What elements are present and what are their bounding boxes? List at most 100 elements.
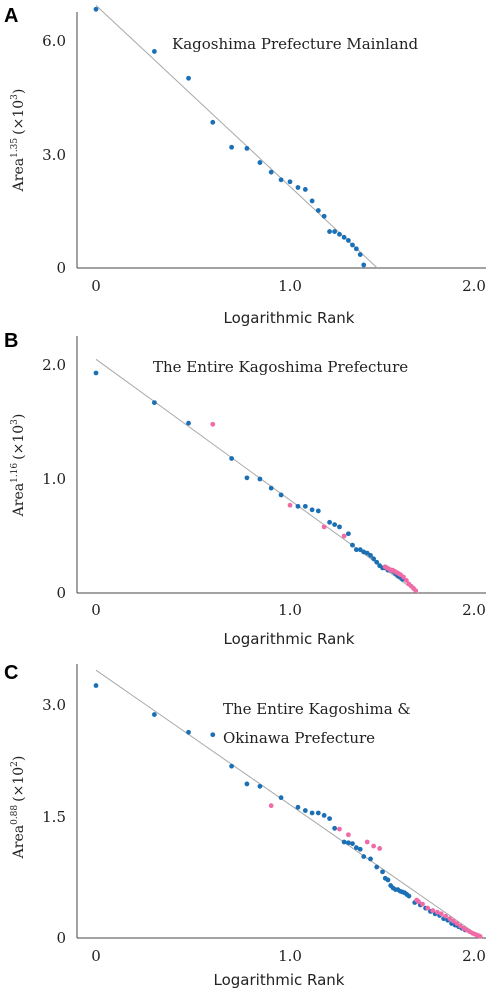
data-point — [425, 905, 431, 911]
data-point — [229, 456, 235, 461]
data-point — [353, 246, 359, 252]
data-point — [353, 845, 359, 851]
annotation-text: Kagoshima Prefecture Mainland — [172, 35, 419, 53]
data-point — [371, 556, 377, 562]
x-tick-label: 2.0 — [462, 277, 486, 295]
fit-line — [95, 358, 419, 594]
data-point — [315, 810, 321, 816]
data-point — [244, 781, 250, 787]
data-point — [302, 503, 308, 509]
data-point — [371, 843, 377, 849]
x-axis-label: Logarithmic Rank — [224, 309, 355, 327]
panel-c: C 0 1.5 3.0 0 1.0 2.0 Logarithmic Rank A… — [4, 662, 486, 989]
data-point — [374, 559, 380, 565]
data-point — [151, 712, 157, 717]
data-point — [327, 229, 332, 234]
data-point — [210, 421, 216, 427]
data-point — [364, 839, 370, 845]
data-point — [368, 552, 373, 558]
y-tick-label: 6.0 — [42, 32, 66, 50]
x-tick-label: 1.0 — [278, 277, 302, 295]
data-point — [278, 492, 284, 498]
x-tick-label: 2.0 — [462, 947, 486, 965]
data-point — [345, 531, 351, 537]
x-tick-label: 1.0 — [278, 601, 302, 619]
data-point — [430, 908, 436, 913]
data-point — [332, 229, 338, 234]
data-point — [345, 832, 351, 838]
y-tick-label: 1.0 — [42, 470, 66, 488]
y-tick-label: 0 — [56, 259, 66, 277]
data-point — [186, 729, 191, 735]
data-point — [93, 683, 99, 688]
data-point — [341, 839, 347, 845]
data-point — [315, 508, 321, 514]
data-point — [210, 119, 216, 125]
data-point — [244, 146, 250, 151]
data-point — [93, 6, 99, 12]
data-point — [295, 185, 301, 190]
y-axis-label: Area1.16(×103) — [10, 414, 27, 518]
x-tick-label: 0 — [91, 601, 101, 619]
data-point — [385, 877, 391, 883]
data-point — [368, 856, 373, 862]
x-axis-label: Logarithmic Rank — [224, 630, 355, 648]
data-point — [341, 533, 347, 539]
panel-a: A 0 3.0 6.0 0 1.0 2.0 Logarithmic Rank A… — [4, 5, 486, 327]
y-axis-label: Area1.35(×103) — [10, 89, 27, 193]
annotation-text: Okinawa Prefecture — [223, 729, 375, 747]
data-point — [345, 840, 351, 846]
data-point — [350, 542, 355, 548]
data-point — [186, 420, 191, 426]
data-point — [257, 783, 263, 789]
data-point — [337, 524, 342, 530]
annotation-text: The Entire Kagoshima & — [223, 700, 411, 718]
x-tick-label: 0 — [91, 947, 101, 965]
data-point — [350, 841, 355, 847]
data-point — [450, 918, 456, 924]
x-axis-label: Logarithmic Rank — [214, 971, 345, 989]
panel-letter-a: A — [4, 5, 18, 27]
y-tick-label: 3.0 — [42, 696, 66, 714]
panel-letter-b: B — [4, 330, 18, 352]
data-point — [377, 846, 383, 851]
data-point — [345, 238, 351, 243]
fit-line — [95, 5, 378, 269]
data-point — [380, 869, 385, 875]
data-point — [401, 574, 406, 580]
data-point — [361, 262, 367, 268]
data-point — [268, 169, 274, 175]
data-point — [302, 187, 308, 192]
data-point — [186, 75, 191, 81]
data-point — [457, 923, 463, 929]
data-point — [454, 921, 460, 926]
data-point — [268, 803, 274, 809]
panel-letter-c: C — [4, 662, 18, 684]
data-point — [321, 213, 327, 219]
data-point — [287, 502, 293, 508]
data-point — [229, 763, 235, 769]
data-point — [477, 933, 483, 939]
data-point — [295, 804, 301, 810]
data-point — [93, 370, 99, 376]
data-point — [244, 475, 250, 481]
plot-area-a — [93, 5, 378, 269]
y-tick-label: 0 — [56, 929, 66, 947]
y-axis-label: Area0.88(×102) — [10, 756, 27, 860]
annotation-text: The Entire Kagoshima Prefecture — [153, 358, 408, 376]
data-point — [327, 816, 332, 822]
x-tick-label: 2.0 — [462, 601, 486, 619]
data-point — [337, 826, 342, 832]
data-point — [374, 864, 380, 870]
data-point — [357, 252, 363, 257]
y-tick-label: 1.5 — [42, 808, 66, 826]
data-point — [337, 231, 342, 237]
data-point — [353, 547, 359, 553]
data-point — [341, 234, 347, 240]
data-point — [404, 578, 409, 583]
data-point — [278, 795, 284, 801]
data-point — [309, 507, 315, 513]
data-point — [151, 49, 157, 54]
data-point — [443, 913, 448, 919]
